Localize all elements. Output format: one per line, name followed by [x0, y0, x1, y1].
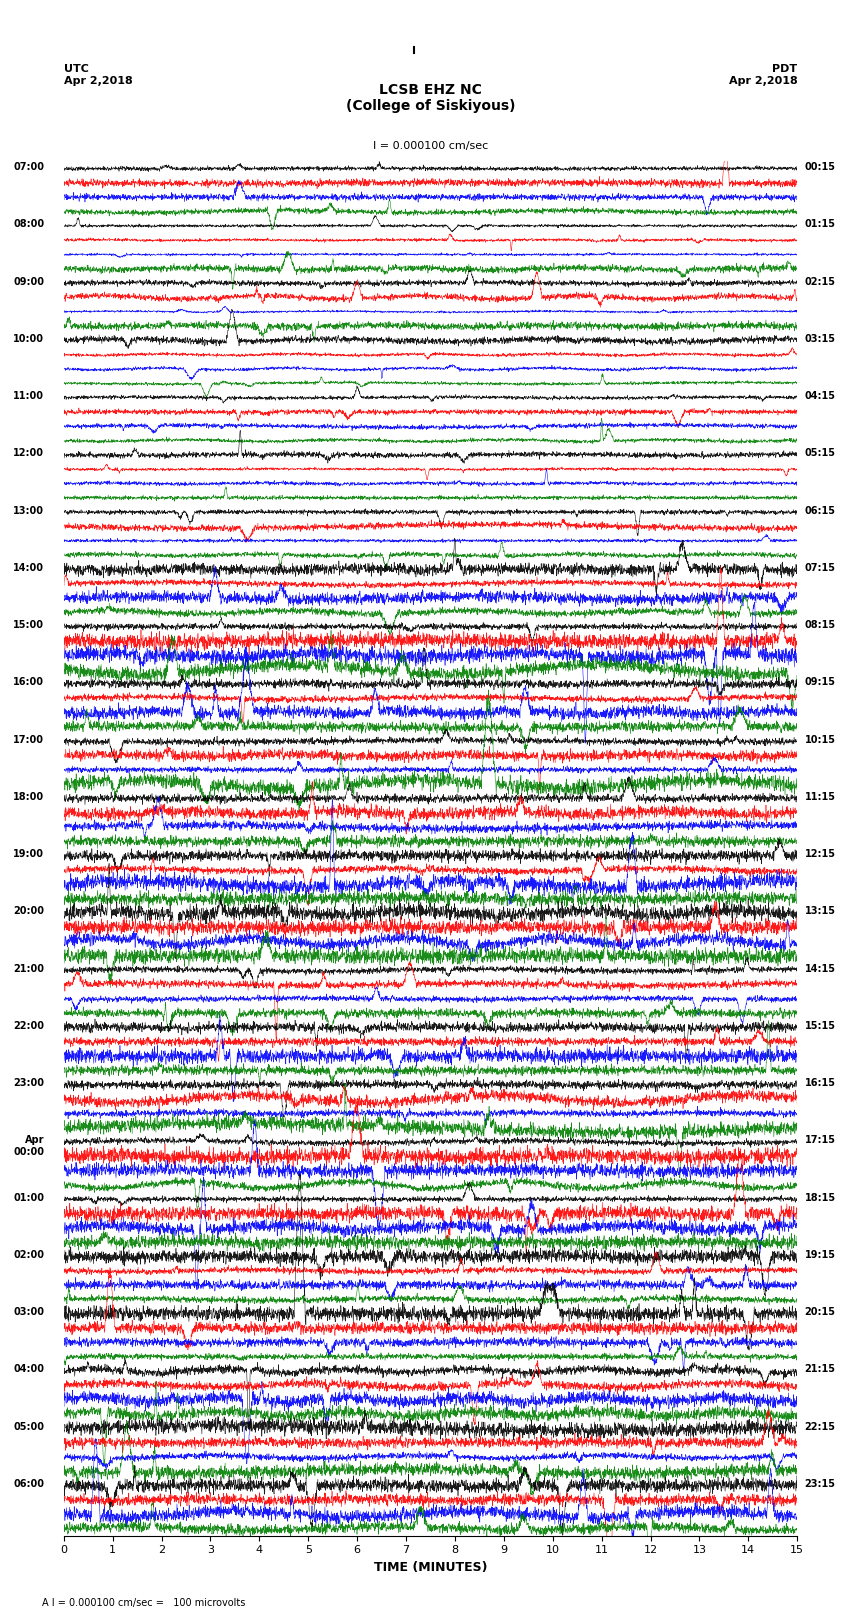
Text: 02:00: 02:00: [13, 1250, 44, 1260]
Text: LCSB EHZ NC
(College of Siskiyous): LCSB EHZ NC (College of Siskiyous): [346, 84, 515, 113]
Text: 05:15: 05:15: [805, 448, 836, 458]
Text: 16:00: 16:00: [13, 677, 44, 687]
Text: 13:15: 13:15: [805, 907, 836, 916]
Text: 01:15: 01:15: [805, 219, 836, 229]
Text: 00:00: 00:00: [13, 1147, 44, 1157]
Text: 12:15: 12:15: [805, 848, 836, 860]
Text: 22:15: 22:15: [805, 1421, 836, 1432]
Text: 08:15: 08:15: [805, 619, 836, 631]
Text: I = 0.000100 cm/sec: I = 0.000100 cm/sec: [373, 140, 488, 150]
Text: UTC
Apr 2,2018: UTC Apr 2,2018: [64, 65, 133, 85]
Text: 00:15: 00:15: [805, 161, 836, 173]
Text: 15:15: 15:15: [805, 1021, 836, 1031]
Text: 04:15: 04:15: [805, 390, 836, 402]
Text: 21:15: 21:15: [805, 1365, 836, 1374]
Text: Apr: Apr: [25, 1136, 44, 1145]
Text: 19:00: 19:00: [13, 848, 44, 860]
Text: 05:00: 05:00: [13, 1421, 44, 1432]
Text: 14:15: 14:15: [805, 963, 836, 974]
Text: 18:15: 18:15: [805, 1192, 836, 1203]
Text: 02:15: 02:15: [805, 276, 836, 287]
Text: 10:15: 10:15: [805, 734, 836, 745]
Text: PDT
Apr 2,2018: PDT Apr 2,2018: [728, 65, 797, 85]
Text: 01:00: 01:00: [13, 1192, 44, 1203]
Text: 11:00: 11:00: [13, 390, 44, 402]
Text: A I = 0.000100 cm/sec =   100 microvolts: A I = 0.000100 cm/sec = 100 microvolts: [42, 1598, 246, 1608]
Text: 03:00: 03:00: [13, 1307, 44, 1318]
Text: 08:00: 08:00: [13, 219, 44, 229]
Text: 07:00: 07:00: [13, 161, 44, 173]
Text: 16:15: 16:15: [805, 1077, 836, 1089]
Text: 13:00: 13:00: [13, 505, 44, 516]
Text: 17:00: 17:00: [13, 734, 44, 745]
Text: 14:00: 14:00: [13, 563, 44, 573]
Text: 23:00: 23:00: [13, 1077, 44, 1089]
Text: 20:15: 20:15: [805, 1307, 836, 1318]
Text: 11:15: 11:15: [805, 792, 836, 802]
Text: 09:15: 09:15: [805, 677, 836, 687]
Text: 06:00: 06:00: [13, 1479, 44, 1489]
Text: 18:00: 18:00: [13, 792, 44, 802]
Text: 03:15: 03:15: [805, 334, 836, 344]
Text: 15:00: 15:00: [13, 619, 44, 631]
Text: 23:15: 23:15: [805, 1479, 836, 1489]
Text: 20:00: 20:00: [13, 907, 44, 916]
Text: 19:15: 19:15: [805, 1250, 836, 1260]
Text: 17:15: 17:15: [805, 1136, 836, 1145]
Text: 07:15: 07:15: [805, 563, 836, 573]
Text: 04:00: 04:00: [13, 1365, 44, 1374]
Text: 10:00: 10:00: [13, 334, 44, 344]
Text: 12:00: 12:00: [13, 448, 44, 458]
X-axis label: TIME (MINUTES): TIME (MINUTES): [374, 1561, 487, 1574]
Text: 22:00: 22:00: [13, 1021, 44, 1031]
Text: 21:00: 21:00: [13, 963, 44, 974]
Text: 09:00: 09:00: [13, 276, 44, 287]
Text: 06:15: 06:15: [805, 505, 836, 516]
